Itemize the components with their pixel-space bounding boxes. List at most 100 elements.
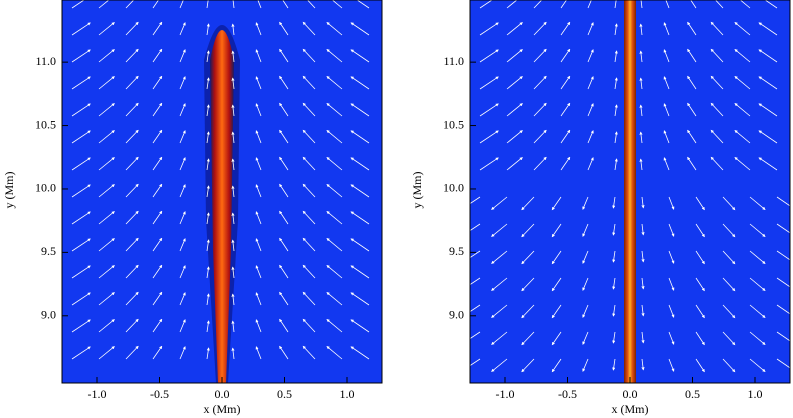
vector-arrow (255, 211, 262, 225)
vector-arrow (614, 104, 618, 117)
x-tick-label: -1.0 (88, 387, 107, 401)
vector-arrow (639, 104, 643, 117)
vector-arrow (71, 22, 91, 36)
vector-arrow (71, 184, 91, 198)
vector-arrow (470, 223, 481, 232)
vector-arrow (521, 196, 535, 211)
vector-arrow (587, 22, 594, 36)
vector-arrow (776, 196, 790, 207)
vector-arrow (491, 304, 508, 318)
vector-arrow (715, 0, 724, 9)
vector-arrow (125, 264, 139, 279)
vector-arrow (279, 210, 289, 225)
vector-arrow (282, 0, 289, 9)
x-tick-label: -0.5 (558, 387, 577, 401)
vector-arrow (71, 238, 91, 252)
vector-arrow (582, 277, 589, 291)
vector-arrow (491, 223, 508, 237)
vector-arrow (356, 0, 370, 9)
vector-arrow (695, 304, 705, 319)
vector-arrow (206, 0, 209, 9)
vector-arrow (612, 277, 616, 290)
vector-arrow (152, 183, 163, 198)
jet (624, 0, 636, 383)
vector-arrow (279, 345, 289, 360)
vector-arrow (350, 103, 370, 117)
vector-arrow (125, 21, 139, 36)
vector-arrow (350, 49, 370, 63)
vector-arrow (326, 130, 343, 144)
vector-arrow (350, 211, 370, 225)
y-tick-label: 11.0 (443, 54, 464, 68)
vector-arrow (326, 346, 343, 360)
vector-arrow (479, 130, 499, 144)
vector-arrow (279, 264, 289, 279)
vector-arrow (739, 0, 751, 9)
vector-arrow (326, 292, 343, 306)
vector-arrow (98, 319, 115, 333)
vector-arrow (179, 76, 186, 90)
vector-arrow (71, 76, 91, 90)
vector-arrow (612, 358, 616, 371)
y-tick-label: 10.5 (35, 117, 56, 131)
vector-arrow (326, 157, 343, 171)
vector-arrow (179, 319, 186, 333)
vector-arrow (179, 49, 186, 63)
vector-arrow (206, 50, 210, 63)
vector-arrow (479, 49, 499, 63)
vector-arrow (302, 183, 316, 198)
vector-arrow (125, 156, 139, 171)
x-tick-label: 0.5 (277, 387, 292, 401)
y-tick-label: 9.5 (449, 244, 464, 258)
vector-arrow (125, 183, 139, 198)
vector-arrow (179, 292, 186, 306)
vector-arrow (776, 331, 790, 342)
vector-arrow (302, 318, 316, 333)
vector-arrow (231, 23, 235, 36)
vector-arrow (255, 103, 262, 117)
vector-arrow (551, 358, 562, 373)
vector-arrow (690, 0, 697, 9)
vector-arrow (587, 157, 594, 171)
vector-arrow (152, 156, 163, 171)
vector-arrow (152, 0, 160, 9)
vector-arrow (350, 130, 370, 144)
vector-arrow (125, 237, 139, 252)
vector-arrow (470, 358, 481, 367)
vector-arrow (71, 346, 91, 360)
heatmap (470, 0, 790, 383)
vector-arrow (255, 265, 262, 279)
vector-arrow (152, 237, 163, 252)
vector-arrow (152, 102, 163, 117)
vector-arrow (255, 76, 262, 90)
vector-arrow (125, 318, 139, 333)
vector-arrow (255, 346, 262, 360)
vector-arrow (326, 22, 343, 36)
vector-arrow (350, 319, 370, 333)
vector-arrow (668, 277, 675, 291)
vector-arrow (587, 49, 594, 63)
x-tick-label: 0.0 (623, 387, 638, 401)
vector-arrow (98, 103, 115, 117)
vector-arrow (350, 184, 370, 198)
vector-arrow (470, 277, 481, 286)
vector-arrow (614, 158, 618, 171)
vector-arrow (302, 102, 316, 117)
vector-arrow (776, 277, 790, 288)
y-tick-label: 10.0 (443, 181, 464, 195)
x-tick-label: 0.5 (685, 387, 700, 401)
vector-arrow (734, 130, 751, 144)
vector-arrow (179, 238, 186, 252)
vector-arrow (470, 304, 481, 313)
y-tick-label: 10.0 (35, 181, 56, 195)
vector-arrow (152, 318, 163, 333)
vector-arrow (506, 76, 523, 90)
vector-arrow (326, 49, 343, 63)
vector-arrow (560, 48, 571, 63)
vector-arrow (521, 250, 535, 265)
vector-arrow (231, 293, 235, 306)
vector-arrow (257, 0, 262, 9)
vector-arrow (582, 196, 589, 210)
vector-arrow (710, 21, 724, 36)
vector-arrow (551, 196, 562, 211)
